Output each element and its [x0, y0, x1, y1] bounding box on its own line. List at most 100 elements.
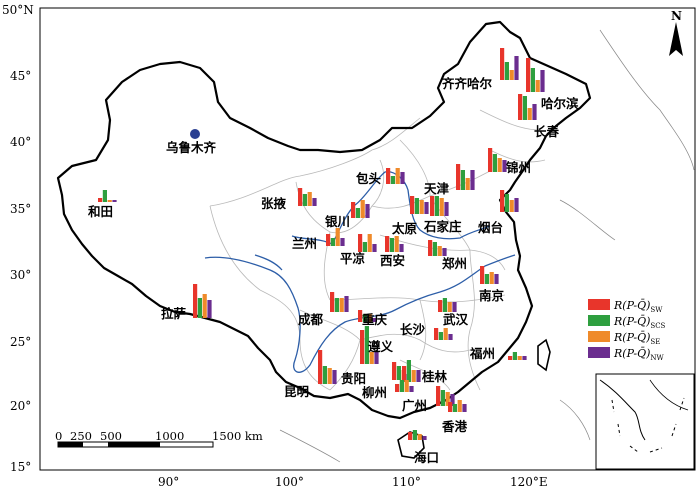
- station-bar-scs: [512, 352, 517, 360]
- station-label: 柳州: [362, 385, 387, 400]
- station-group: 哈尔滨: [526, 58, 579, 111]
- station-group: 天津: [424, 164, 475, 196]
- scale-label-500: 500: [100, 429, 122, 443]
- station-group: 银川: [325, 200, 370, 229]
- station-label: 长春: [534, 124, 560, 139]
- lon-label-100: 100°: [275, 475, 304, 489]
- station-bar-se: [339, 298, 344, 312]
- station-bar-scs: [504, 62, 509, 80]
- lat-label-15: 15°: [10, 460, 31, 474]
- station-label: 桂林: [421, 369, 448, 384]
- station-bar-sw: [408, 432, 413, 440]
- station-bar-sw: [395, 384, 400, 392]
- station-group: 和田: [87, 190, 117, 219]
- station-bar-nw: [372, 318, 377, 322]
- station-bar-se: [527, 108, 532, 120]
- station-bar-sw: [480, 266, 485, 284]
- station-group: 张掖: [261, 188, 317, 211]
- scale-label-1500: 1500 km: [212, 429, 263, 443]
- station-bar-sw: [326, 234, 331, 246]
- lat-label-20: 20°: [10, 399, 31, 413]
- station-group: 海口: [408, 430, 439, 465]
- station-bar-scs: [302, 194, 307, 206]
- station-bar-scs: [406, 360, 411, 382]
- station-group: 包头: [355, 168, 405, 186]
- station-group: 石家庄: [423, 196, 462, 234]
- station-bar-sw: [430, 196, 435, 216]
- station-label: 银川: [325, 214, 350, 229]
- station-bar-nw: [399, 244, 404, 252]
- station-bar-sw: [436, 386, 441, 406]
- station-label: 拉萨: [161, 306, 187, 321]
- station-bar-sw: [402, 366, 407, 382]
- station-bar-scs: [362, 314, 367, 322]
- station-group: 福州: [469, 346, 527, 361]
- station-bar-sw: [448, 402, 453, 412]
- station-label: 遵义: [368, 339, 394, 354]
- scale-bar: 0 250 500 1000 1500 km: [55, 429, 263, 448]
- station-bar-nw: [448, 334, 453, 340]
- station-bar-se: [395, 168, 400, 184]
- scale-label-250: 250: [70, 429, 92, 443]
- station-label: 广州: [402, 398, 427, 413]
- station-bar-nw: [450, 394, 455, 406]
- station-bar-sw: [351, 202, 356, 218]
- station-bar-se: [367, 314, 372, 322]
- station-bar-sw: [518, 94, 523, 120]
- legend-swatch-nw: [588, 347, 610, 358]
- neighbor-coastlines: [279, 29, 695, 463]
- station-bar-nw: [514, 56, 519, 80]
- station-bar-nw: [312, 198, 317, 206]
- lon-label-110: 110°: [392, 475, 421, 489]
- taiwan-island: [537, 338, 551, 372]
- station-bar-sw: [438, 300, 443, 312]
- station-bar-nw: [365, 204, 370, 218]
- lat-label-30: 30°: [10, 268, 31, 282]
- station-bar-nw: [409, 386, 414, 392]
- station-bar-scs: [522, 96, 527, 120]
- station-bar-scs: [396, 366, 401, 380]
- station-bar-se: [307, 192, 312, 206]
- station-bar-sw: [358, 310, 363, 322]
- station-bar-scs: [355, 208, 360, 218]
- station-bar-se: [535, 80, 540, 92]
- station-bar-sw: [428, 240, 433, 256]
- station-bar-scs: [364, 326, 369, 364]
- latitude-labels: 50°N 45° 40° 35° 30° 25° 20° 15°: [2, 3, 34, 474]
- station-bar-scs: [102, 190, 107, 202]
- station-bar-se: [411, 370, 416, 382]
- station-bar-se: [509, 70, 514, 80]
- station-bar-scs: [460, 170, 465, 190]
- station-bar-nw: [400, 172, 405, 184]
- station-bar-sw: [318, 350, 323, 384]
- station-bar-se: [517, 356, 522, 360]
- station-bar-se: [404, 380, 409, 392]
- station-bar-sw: [386, 168, 391, 184]
- station-label: 平凉: [340, 251, 366, 266]
- legend-label-scs: R(P-Q̄)SCS: [613, 315, 666, 330]
- station-bar-sw: [500, 190, 505, 212]
- station-bar-scs: [197, 298, 202, 318]
- station-group: 重庆: [358, 310, 388, 327]
- station-bar-nw: [207, 300, 212, 318]
- station-bar-se: [457, 400, 462, 412]
- station-bar-nw: [462, 404, 467, 412]
- station-bar-sw: [410, 196, 415, 214]
- station-bar-sw: [193, 284, 198, 318]
- station-group: 西安: [380, 236, 405, 268]
- station-bar-nw: [494, 274, 499, 284]
- urumqi-marker: 乌鲁木齐: [166, 129, 217, 155]
- legend-label-nw: R(P-Q̄)NW: [613, 347, 665, 362]
- lat-label-25: 25°: [10, 335, 31, 349]
- station-group: 齐齐哈尔: [442, 48, 519, 91]
- lat-label-45: 45°: [10, 69, 31, 83]
- legend-label-sw: R(P-Q̄)SW: [613, 299, 663, 314]
- station-bar-nw: [112, 200, 117, 202]
- station-group: 长春: [518, 94, 560, 139]
- scale-label-0: 0: [55, 429, 62, 443]
- station-label: 成都: [298, 312, 324, 327]
- station-label: 太原: [392, 221, 418, 236]
- station-group: 兰州: [292, 228, 345, 251]
